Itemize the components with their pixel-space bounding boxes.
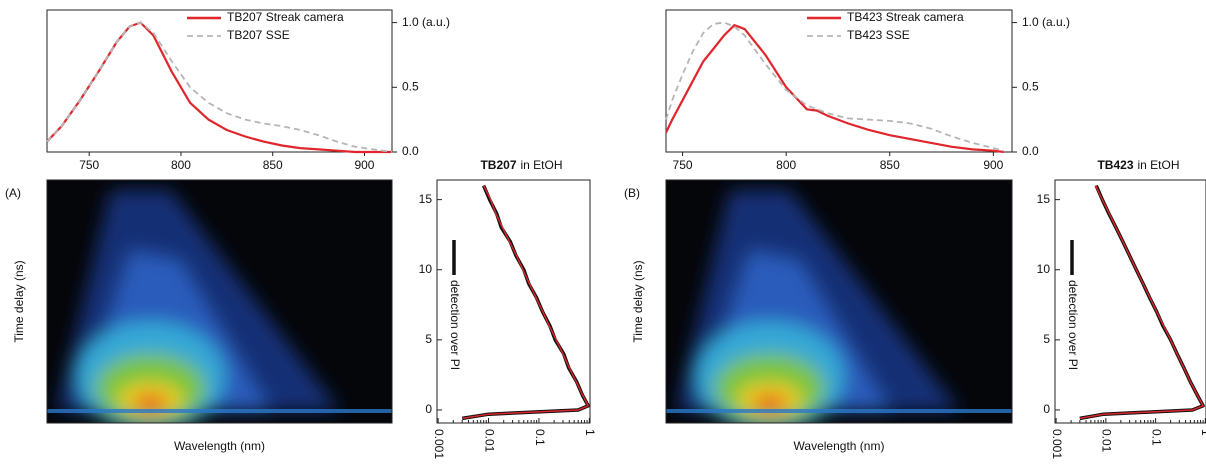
x-tick-label: 750: [673, 158, 693, 172]
y2-tick-label: 1.0 (a.u.): [402, 15, 450, 29]
panel-label: (A): [5, 186, 21, 200]
x-tick-label: 800: [171, 158, 191, 172]
decay-plot: [1079, 184, 1205, 421]
intensity-tick-label: 1: [583, 429, 597, 436]
heatmap-blur: [676, 190, 961, 423]
x-tick-label: 750: [79, 158, 99, 172]
time-tick-label: 5: [1043, 332, 1050, 346]
plot-frame: [46, 179, 393, 424]
decay-plot: [461, 184, 590, 421]
intensity-tick-label: 0.001: [432, 429, 446, 459]
decay-title: TB423 in EtOH: [1097, 158, 1179, 172]
y-axis-label: Time delay (ns): [12, 260, 26, 342]
x-tick-label: 850: [880, 158, 900, 172]
intensity-tick-label: 0.1: [1149, 429, 1163, 446]
title-rest: in EtOH: [1138, 158, 1180, 172]
heatmap: [47, 190, 392, 423]
prompt-line: [47, 409, 392, 413]
plot-frame: [1054, 179, 1206, 424]
plot-frame: [665, 179, 1013, 424]
annotation: detection over PI: [448, 280, 462, 370]
legend-label: TB207 SSE: [227, 28, 290, 42]
time-tick-label: 0: [1043, 402, 1050, 416]
x-tick-label: 800: [776, 158, 796, 172]
y2-tick-label: 0.0: [402, 144, 419, 158]
time-tick-label: 10: [1037, 262, 1051, 276]
plot-frame: [665, 9, 1013, 153]
spectrum-line: [665, 23, 1004, 154]
y2-tick-label: 0.0: [1022, 144, 1039, 158]
decay-title: TB207 in EtOH: [480, 158, 562, 172]
annotation: detection over PI: [1066, 280, 1080, 370]
title-bold: TB423: [1097, 158, 1133, 172]
intensity-tick-label: 0.001: [1050, 429, 1064, 459]
x-tick-label: 850: [263, 158, 283, 172]
time-tick-label: 15: [1037, 192, 1051, 206]
legend-label: TB423 Streak camera: [847, 10, 964, 24]
title-rest: in EtOH: [521, 158, 563, 172]
y2-tick-label: 0.5: [1022, 79, 1039, 93]
intensity-tick-label: 1: [1199, 429, 1206, 436]
legend-label: TB207 Streak camera: [227, 10, 344, 24]
spectrum-line: [46, 21, 392, 154]
decay-line: [1079, 185, 1204, 420]
time-tick-label: 0: [425, 402, 432, 416]
decay-line: [461, 184, 590, 421]
time-tick-label: 15: [419, 192, 433, 206]
plot-frame: [46, 9, 393, 153]
title-bold: TB207: [480, 158, 516, 172]
time-tick-label: 5: [425, 332, 432, 346]
intensity-tick-label: 0.01: [482, 429, 496, 453]
x-tick-label: 900: [354, 158, 374, 172]
heatmap: [666, 190, 1012, 423]
prompt-line: [666, 409, 1012, 413]
spectrum-line: [46, 21, 393, 153]
heatmap-blob: [132, 395, 169, 411]
heatmap-blur: [57, 190, 341, 423]
time-tick-label: 10: [419, 262, 433, 276]
y2-tick-label: 1.0 (a.u.): [1022, 15, 1070, 29]
intensity-tick-label: 0.01: [1100, 429, 1114, 453]
x-axis-label: Wavelength (nm): [174, 439, 265, 453]
plot-frame: [436, 179, 591, 424]
legend-label: TB423 SSE: [847, 28, 910, 42]
heatmap-blob: [751, 395, 788, 411]
y-axis-label: Time delay (ns): [631, 260, 645, 342]
decay-line: [462, 185, 589, 420]
x-tick-label: 900: [983, 158, 1003, 172]
intensity-tick-label: 0.1: [533, 429, 547, 446]
y2-tick-label: 0.5: [402, 79, 419, 93]
spectrum-line: [665, 21, 1004, 152]
decay-line: [1079, 184, 1205, 421]
panel-label: (B): [624, 186, 640, 200]
x-axis-label: Wavelength (nm): [794, 439, 885, 453]
